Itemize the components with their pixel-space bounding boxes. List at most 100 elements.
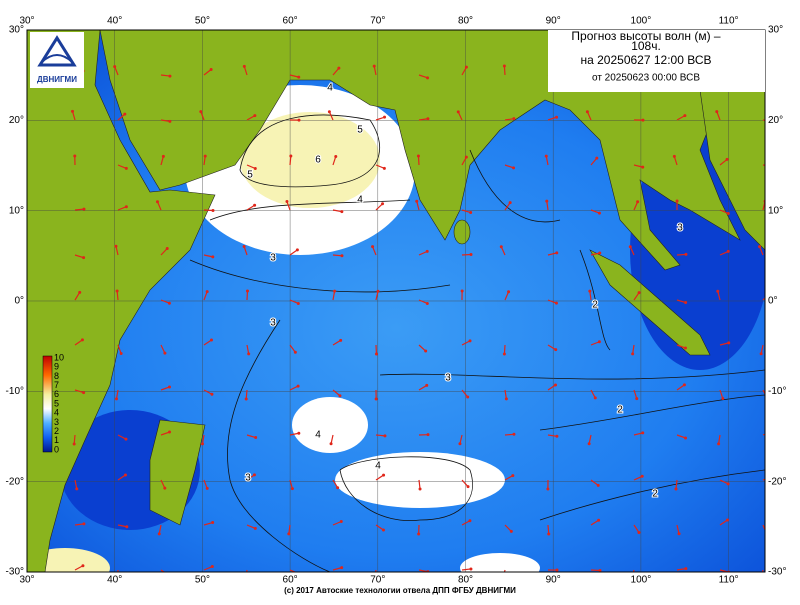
title: 108ч. — [631, 39, 661, 53]
wave-arrow-head — [168, 75, 171, 78]
wave-arrow-head — [204, 155, 207, 158]
wave-arrow-head — [684, 253, 687, 256]
wave-arrow-head — [254, 436, 257, 439]
wave-arrow-head — [297, 119, 300, 122]
wave-arrow-head — [555, 251, 558, 254]
wave-arrow-head — [726, 158, 729, 161]
lon-label: 40° — [107, 16, 122, 27]
contour-label: 2 — [652, 489, 658, 500]
wave-arrow-head — [717, 442, 720, 445]
wave-arrow-head — [770, 430, 773, 433]
lat-label: 10° — [768, 205, 783, 216]
lat-label: 20° — [9, 115, 24, 126]
wave-arrow-head — [333, 290, 336, 293]
contour-label: 4 — [327, 83, 333, 94]
contour-label: 3 — [270, 253, 276, 264]
wave-arrow-head — [641, 119, 644, 122]
wave-arrow-head — [382, 529, 385, 532]
lon-label: 60° — [283, 575, 298, 586]
wave-arrow-head — [684, 436, 687, 439]
wave-arrow-head — [510, 530, 513, 533]
wave-arrow-head — [115, 397, 118, 400]
wave-arrow-head — [597, 484, 600, 487]
wave-arrow-head — [503, 352, 506, 355]
wave-arrow-head — [415, 200, 418, 203]
lon-label: 110° — [719, 16, 739, 27]
wave-arrow-head — [758, 245, 761, 248]
wave-arrow-head — [375, 397, 378, 400]
wave-arrow-head — [683, 114, 686, 117]
wave-arrow-head — [297, 432, 300, 435]
wave-arrow-head — [81, 338, 84, 341]
wave-arrow-head — [512, 166, 515, 169]
wave-arrow-head — [505, 397, 508, 400]
wave-arrow-head — [469, 339, 472, 342]
wave-arrow-head — [545, 200, 548, 203]
wave-arrow-head — [73, 442, 76, 445]
wave-arrow-head — [120, 352, 123, 355]
lat-label: 10° — [9, 205, 24, 216]
wave-arrow-head — [201, 442, 204, 445]
wave-arrow-head — [373, 65, 376, 68]
lat-label: -20° — [6, 476, 24, 487]
wave-arrow-head — [466, 395, 469, 398]
wave-arrow-head — [465, 66, 468, 69]
wave-arrow-head — [291, 487, 294, 490]
wave-arrow-head — [417, 532, 420, 535]
wave-arrow-head — [287, 532, 290, 535]
lon-label: 50° — [195, 16, 210, 27]
lat-label: 30° — [9, 25, 24, 36]
wave-arrow-head — [641, 475, 644, 478]
wave-arrow-head — [254, 167, 257, 170]
wave-arrow-head — [419, 487, 422, 490]
wave-arrow-head — [554, 384, 557, 387]
colorbar-label: 0 — [54, 444, 59, 454]
wave-arrow-head — [210, 338, 213, 341]
wave-arrow-head — [726, 518, 729, 521]
wave-arrow-head — [166, 247, 169, 250]
wave-arrow-head — [598, 340, 601, 343]
wave-arrow-head — [727, 482, 730, 485]
wave-arrow-head — [82, 256, 85, 259]
wave-arrow-head — [376, 290, 379, 293]
wave-arrow-head — [545, 155, 548, 158]
wave-arrow-head — [674, 487, 677, 490]
lon-label: 60° — [283, 16, 298, 27]
wave-arrow-head — [340, 210, 343, 213]
wave-arrow-head — [554, 348, 557, 351]
wave-arrow-head — [82, 208, 85, 211]
wave-arrow-head — [511, 474, 514, 477]
subtitle: от 20250623 00:00 ВСВ — [592, 73, 700, 84]
wave-arrow-head — [168, 302, 171, 305]
wave-arrow-head — [426, 302, 429, 305]
wave-arrow-head — [163, 352, 166, 355]
wave-arrow-head — [114, 245, 117, 248]
wave-arrow-head — [683, 383, 686, 386]
wave-arrow-head — [334, 155, 337, 158]
wave-arrow-head — [81, 564, 84, 567]
wave-arrow-head — [211, 521, 214, 524]
wave-arrow-head — [167, 573, 170, 576]
wave-arrow-head — [469, 253, 472, 256]
wave-arrow-head — [676, 200, 679, 203]
wave-arrow-head — [760, 577, 763, 580]
lat-label: -30° — [6, 567, 24, 578]
wave-arrow-head — [555, 116, 558, 119]
wave-arrow-head — [629, 245, 632, 248]
wave-arrow-head — [244, 577, 247, 580]
lon-label: 40° — [107, 575, 122, 586]
wave-arrow-head — [243, 65, 246, 68]
wave-arrow-head — [156, 200, 159, 203]
wave-arrow-head — [78, 291, 81, 294]
wave-arrow-head — [206, 487, 209, 490]
wave-arrow-head — [424, 350, 427, 353]
contour-label: 2 — [617, 405, 623, 416]
wave-arrow-head — [336, 486, 339, 489]
wave-arrow-head — [82, 522, 85, 525]
wave-arrow-head — [546, 487, 549, 490]
lon-label: 80° — [458, 575, 473, 586]
wave-arrow-head — [163, 487, 166, 490]
lon-label: 50° — [195, 575, 210, 586]
wave-arrow-head — [586, 110, 589, 113]
